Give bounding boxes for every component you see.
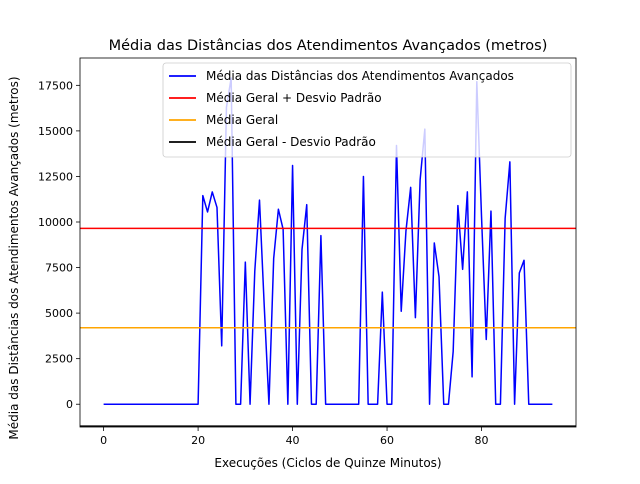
x-tick-label: 40 — [286, 434, 300, 447]
chart-title: Média das Distâncias dos Atendimentos Av… — [109, 38, 548, 54]
x-axis-label: Execuções (Ciclos de Quinze Minutos) — [214, 456, 441, 470]
legend-label-3: Média Geral — [206, 113, 278, 127]
legend-label-1: Média das Distâncias dos Atendimentos Av… — [206, 69, 514, 83]
y-tick-label: 15000 — [38, 125, 73, 138]
axes-frame — [79, 57, 577, 428]
y-tick-label: 7500 — [45, 262, 73, 275]
x-tick-label: 0 — [100, 434, 107, 447]
y-tick-label: 12500 — [38, 170, 73, 183]
x-tick-label: 80 — [475, 434, 489, 447]
x-tick-label: 20 — [191, 434, 205, 447]
y-tick-label: 5000 — [45, 307, 73, 320]
legend-label-2: Média Geral + Desvio Padrão — [206, 91, 382, 105]
y-tick-label: 17500 — [38, 79, 73, 92]
y-tick-label: 0 — [66, 398, 73, 411]
legend: Média das Distâncias dos Atendimentos Av… — [162, 62, 572, 158]
y-tick-label: 10000 — [38, 216, 73, 229]
axis-ticks: 0 20 40 60 80 0 2500 5000 7500 10000 12500 15000 175… — [38, 79, 489, 447]
y-tick-label: 2500 — [45, 353, 73, 366]
legend-label-4: Média Geral - Desvio Padrão — [206, 135, 376, 149]
x-tick-label: 60 — [380, 434, 394, 447]
y-axis-label: Média das Distâncias dos Atendimentos Av… — [7, 76, 21, 439]
legend-box — [162, 62, 572, 158]
